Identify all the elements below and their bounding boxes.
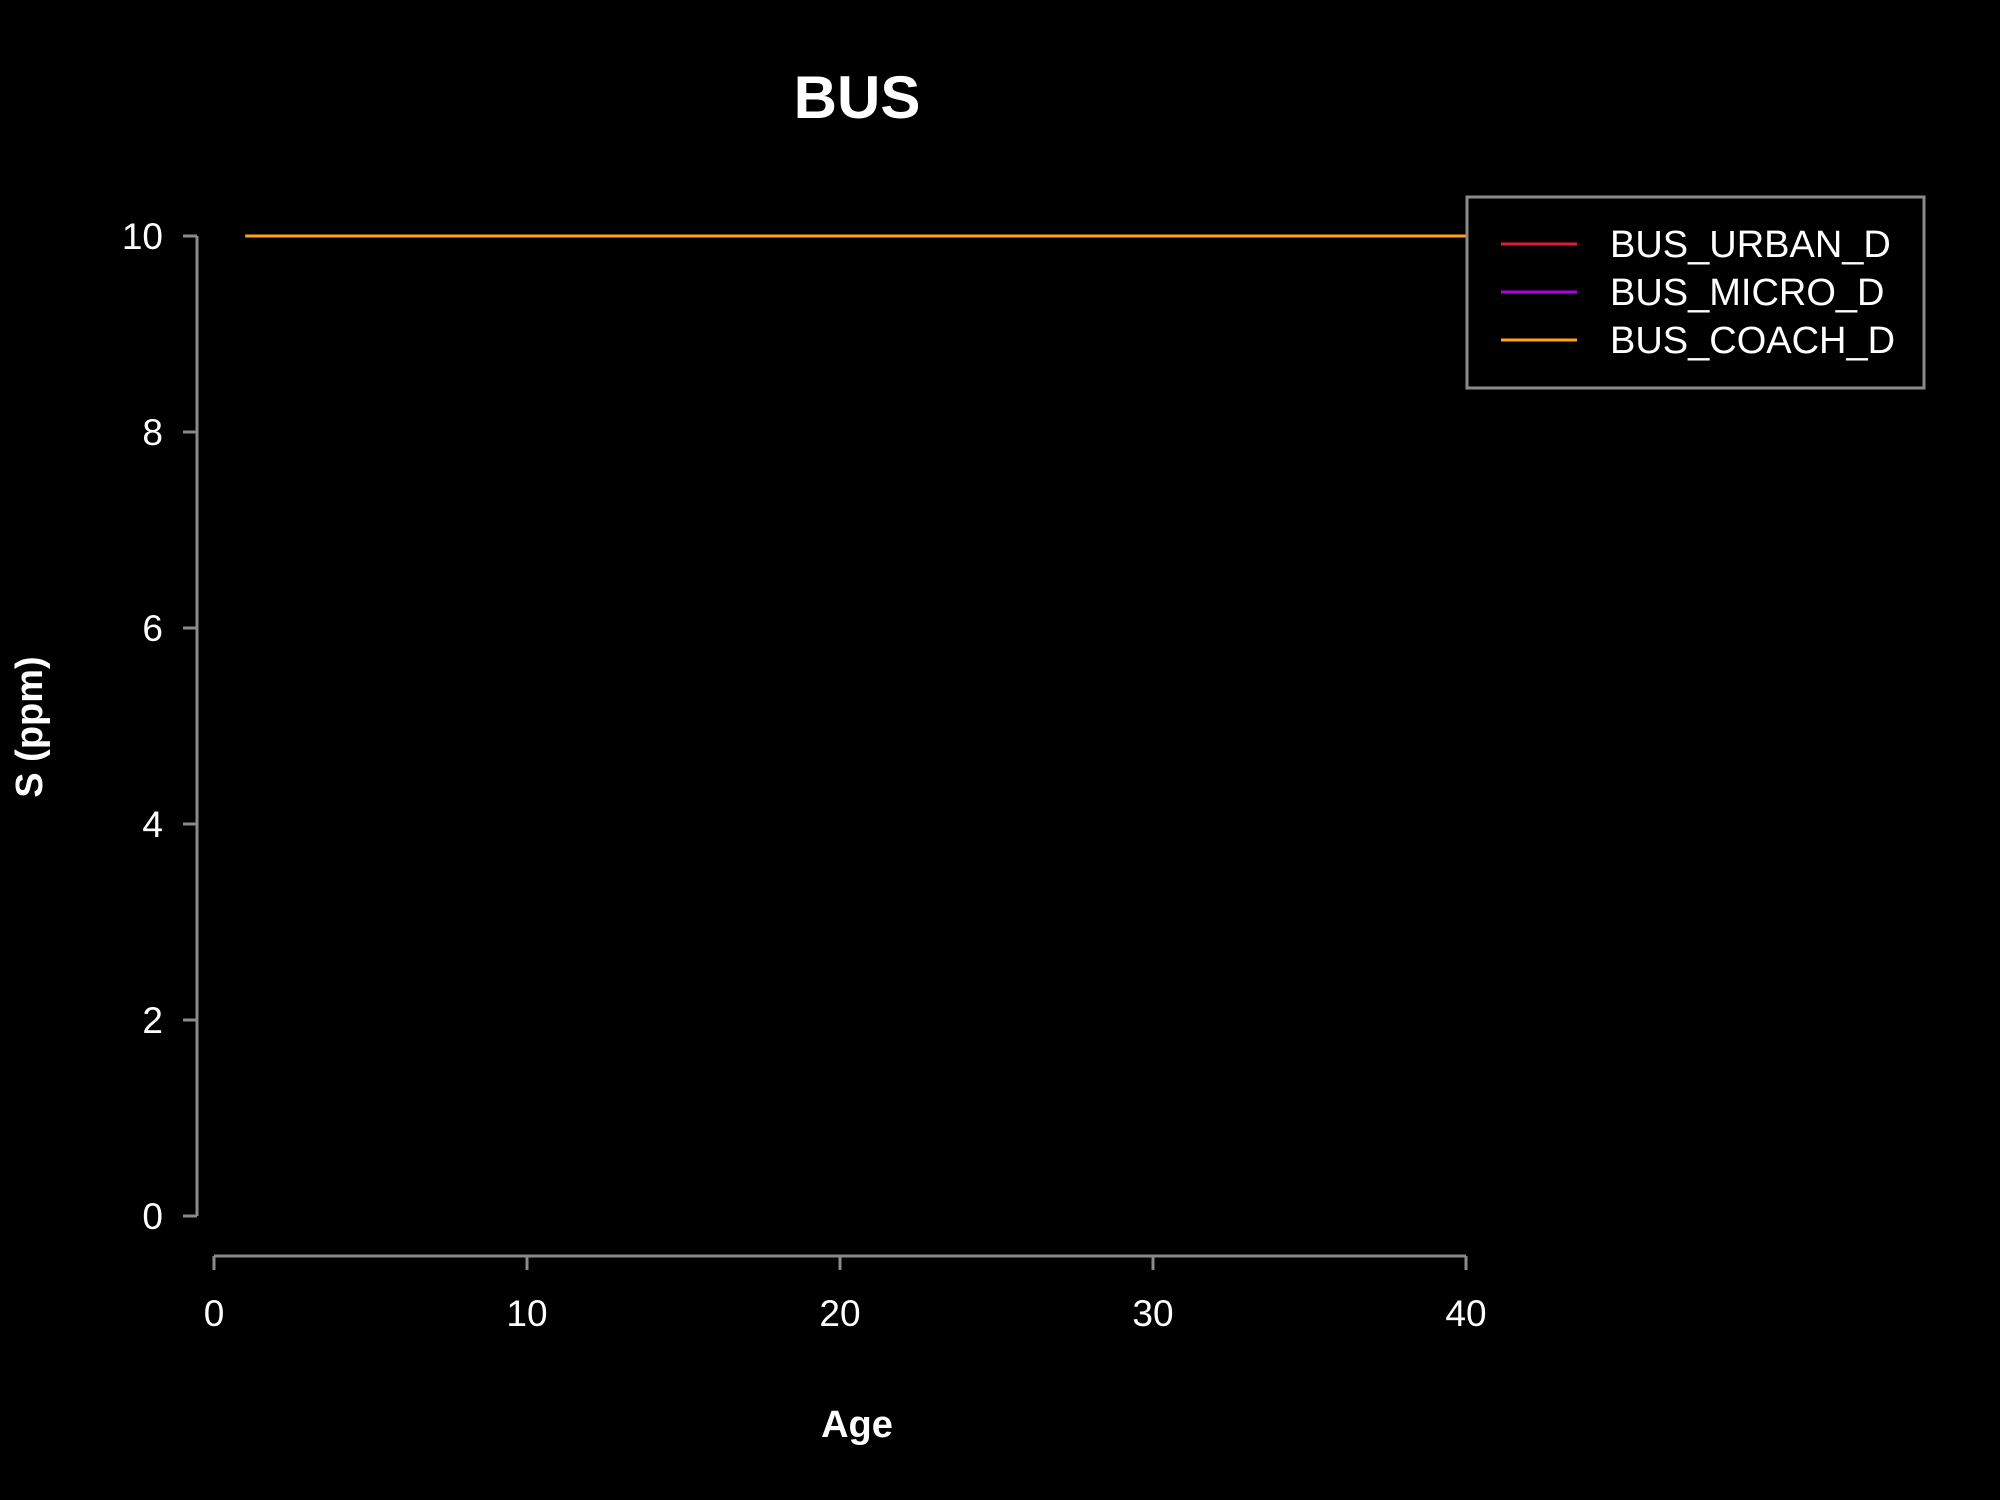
- x-tick-label: 40: [1445, 1293, 1486, 1334]
- chart-title: BUS: [794, 64, 921, 131]
- y-tick-label: 2: [142, 1000, 163, 1041]
- y-axis-title: S (ppm): [9, 656, 51, 797]
- x-tick-label: 30: [1132, 1293, 1173, 1334]
- y-tick-label: 6: [142, 608, 163, 649]
- x-tick-label: 10: [506, 1293, 547, 1334]
- legend-label: BUS_COACH_D: [1610, 320, 1895, 362]
- y-axis: 0 2 4 6 8 10: [122, 216, 199, 1237]
- x-tick-label: 0: [204, 1293, 225, 1334]
- y-tick-label: 10: [122, 216, 163, 257]
- legend-label: BUS_MICRO_D: [1610, 272, 1885, 314]
- y-tick-label: 0: [142, 1196, 163, 1237]
- x-tick-label: 20: [819, 1293, 860, 1334]
- x-axis-title: Age: [821, 1404, 893, 1446]
- y-tick-label: 8: [142, 412, 163, 453]
- y-tick-label: 4: [142, 804, 163, 845]
- x-axis: 0 10 20 30 40: [204, 1254, 1487, 1334]
- legend-label: BUS_URBAN_D: [1610, 224, 1891, 266]
- legend: BUS_URBAN_D BUS_MICRO_D BUS_COACH_D: [1465, 195, 1926, 390]
